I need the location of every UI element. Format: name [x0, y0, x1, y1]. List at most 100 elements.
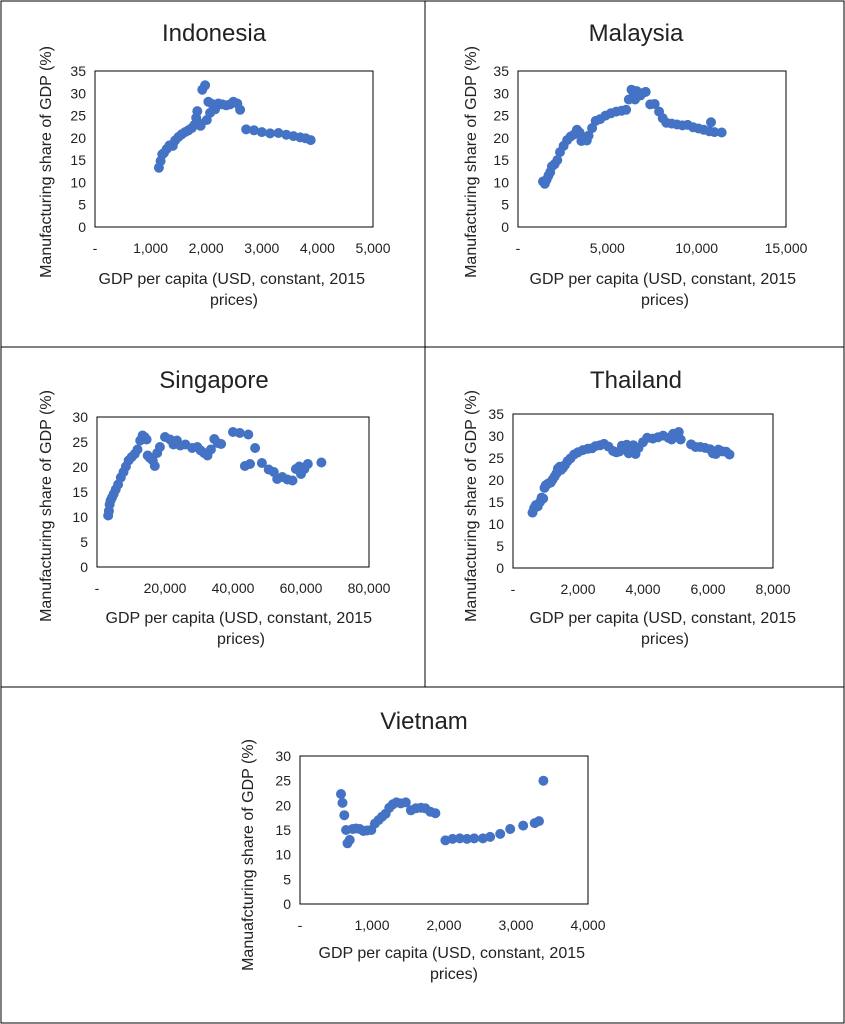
data-point: [273, 128, 284, 138]
x-tick-label: 5,000: [590, 240, 625, 256]
data-point: [462, 833, 472, 844]
y-tick-label: 15: [488, 494, 504, 510]
data-point: [552, 155, 563, 166]
x-tick-label: 10,000: [675, 240, 718, 256]
y-tick-label: 30: [493, 85, 509, 101]
y-tick-label: 0: [283, 896, 291, 912]
x-tick-label: 2,000: [426, 917, 461, 933]
data-point: [706, 117, 716, 128]
y-tick-label: 10: [70, 174, 86, 190]
y-tick-label: 15: [72, 484, 88, 500]
data-point: [724, 449, 735, 460]
x-axis-label: GDP per capita (USD, constant, 2015 pric…: [530, 610, 801, 648]
y-tick-label: 30: [72, 409, 88, 425]
chart-title: Vietnam: [380, 708, 468, 735]
x-tick-label: 15,000: [765, 240, 808, 256]
data-point: [305, 135, 316, 146]
data-point: [336, 789, 346, 799]
plot-area-frame: [517, 70, 787, 228]
data-point: [716, 127, 727, 138]
data-point: [339, 810, 350, 821]
x-tick-label: -: [95, 580, 100, 596]
y-tick-label: 20: [493, 130, 509, 146]
data-point: [495, 828, 506, 839]
x-tick-label: 6,000: [690, 581, 725, 597]
y-tick-label: 5: [80, 534, 88, 550]
data-point: [141, 434, 152, 445]
data-point: [243, 429, 254, 440]
data-points: [538, 84, 727, 189]
y-tick-label: 0: [496, 560, 504, 576]
y-tick-label: 25: [493, 108, 509, 124]
data-point: [256, 127, 267, 138]
data-point: [400, 797, 411, 808]
y-tick-label: 15: [493, 152, 509, 168]
data-point: [675, 434, 686, 445]
y-tick-label: 0: [501, 219, 509, 235]
data-point: [337, 797, 348, 808]
data-point: [200, 80, 211, 91]
y-axis-ticks: 0 5 10 15 20 25 30 35: [70, 63, 86, 235]
x-axis-label: GDP per capita (USD, constant, 2015 pric…: [530, 271, 801, 309]
data-point: [430, 808, 441, 819]
x-axis-label: GDP per capita (USD, constant, 2015 pric…: [319, 945, 590, 983]
data-point: [538, 493, 549, 504]
x-tick-label: 4,000: [300, 240, 335, 256]
x-tick-label: 60,000: [280, 580, 323, 596]
y-tick-label: 15: [275, 822, 291, 838]
data-points: [527, 427, 735, 518]
x-tick-label: 20,000: [144, 580, 187, 596]
y-tick-label: 5: [496, 538, 504, 554]
x-tick-label: 4,000: [570, 917, 605, 933]
data-point: [256, 458, 267, 468]
data-point: [518, 820, 529, 831]
plot-area-frame: [96, 416, 370, 568]
x-axis-ticks: - 5,000 10,000 15,000: [516, 240, 808, 256]
x-tick-label: 3,000: [498, 917, 533, 933]
data-point: [205, 444, 216, 455]
data-point: [454, 833, 465, 844]
plot-area-frame: [94, 70, 374, 228]
data-point: [216, 439, 227, 449]
data-point: [621, 104, 632, 115]
data-point: [245, 459, 255, 469]
x-tick-label: 80,000: [348, 580, 391, 596]
chart-thailand: Thailand 0 5 10 15 20 25 30 35 - 2,000 4,000 6,000…: [463, 367, 801, 648]
y-tick-label: 35: [70, 63, 86, 79]
x-axis-label: GDP per capita (USD, constant, 2015 pric…: [106, 610, 377, 648]
data-point: [192, 106, 203, 117]
y-axis-ticks: 0 5 10 15 20 25 30: [275, 748, 291, 912]
y-tick-label: 15: [70, 152, 86, 168]
y-tick-label: 10: [275, 847, 291, 863]
y-tick-label: 25: [72, 434, 88, 450]
x-tick-label: 4,000: [625, 581, 660, 597]
x-axis-label: GDP per capita (USD, constant, 2015 pric…: [99, 271, 370, 309]
x-tick-label: -: [298, 917, 303, 933]
x-tick-label: -: [511, 581, 516, 597]
x-axis-label-line-2: prices): [641, 292, 689, 309]
data-point: [287, 475, 298, 486]
y-tick-label: 30: [70, 85, 86, 101]
x-tick-label: 2,000: [189, 240, 224, 256]
y-axis-label: Manufacturing share of GDP (%): [463, 390, 480, 622]
panel-frame-vietnam: [0, 686, 845, 1024]
panel-frame-malaysia: [424, 0, 845, 348]
y-tick-label: 20: [72, 459, 88, 475]
y-tick-label: 35: [488, 406, 504, 422]
chart-vietnam: Vietnam 0 5 10 15 20 25 30 - 1,000 2,000 3,000 4,0…: [240, 708, 606, 983]
data-point: [447, 833, 458, 844]
y-tick-label: 5: [283, 871, 291, 887]
chart-title: Malaysia: [589, 20, 684, 47]
plot-area-frame: [512, 413, 774, 569]
data-point: [235, 104, 246, 115]
x-axis-ticks: - 1,000 2,000 3,000 4,000 5,000: [93, 240, 391, 256]
y-tick-label: 5: [78, 197, 86, 213]
data-point: [673, 427, 684, 437]
x-axis-label-line-2: prices): [641, 631, 689, 648]
data-point: [344, 834, 355, 845]
data-point: [640, 86, 651, 97]
data-point: [534, 816, 544, 827]
x-axis-ticks: - 20,000 40,000 60,000 80,000: [95, 580, 391, 596]
x-axis-label-line-2: prices): [430, 966, 478, 983]
y-axis-ticks: 0 5 10 15 20 25 30 35: [488, 406, 504, 576]
